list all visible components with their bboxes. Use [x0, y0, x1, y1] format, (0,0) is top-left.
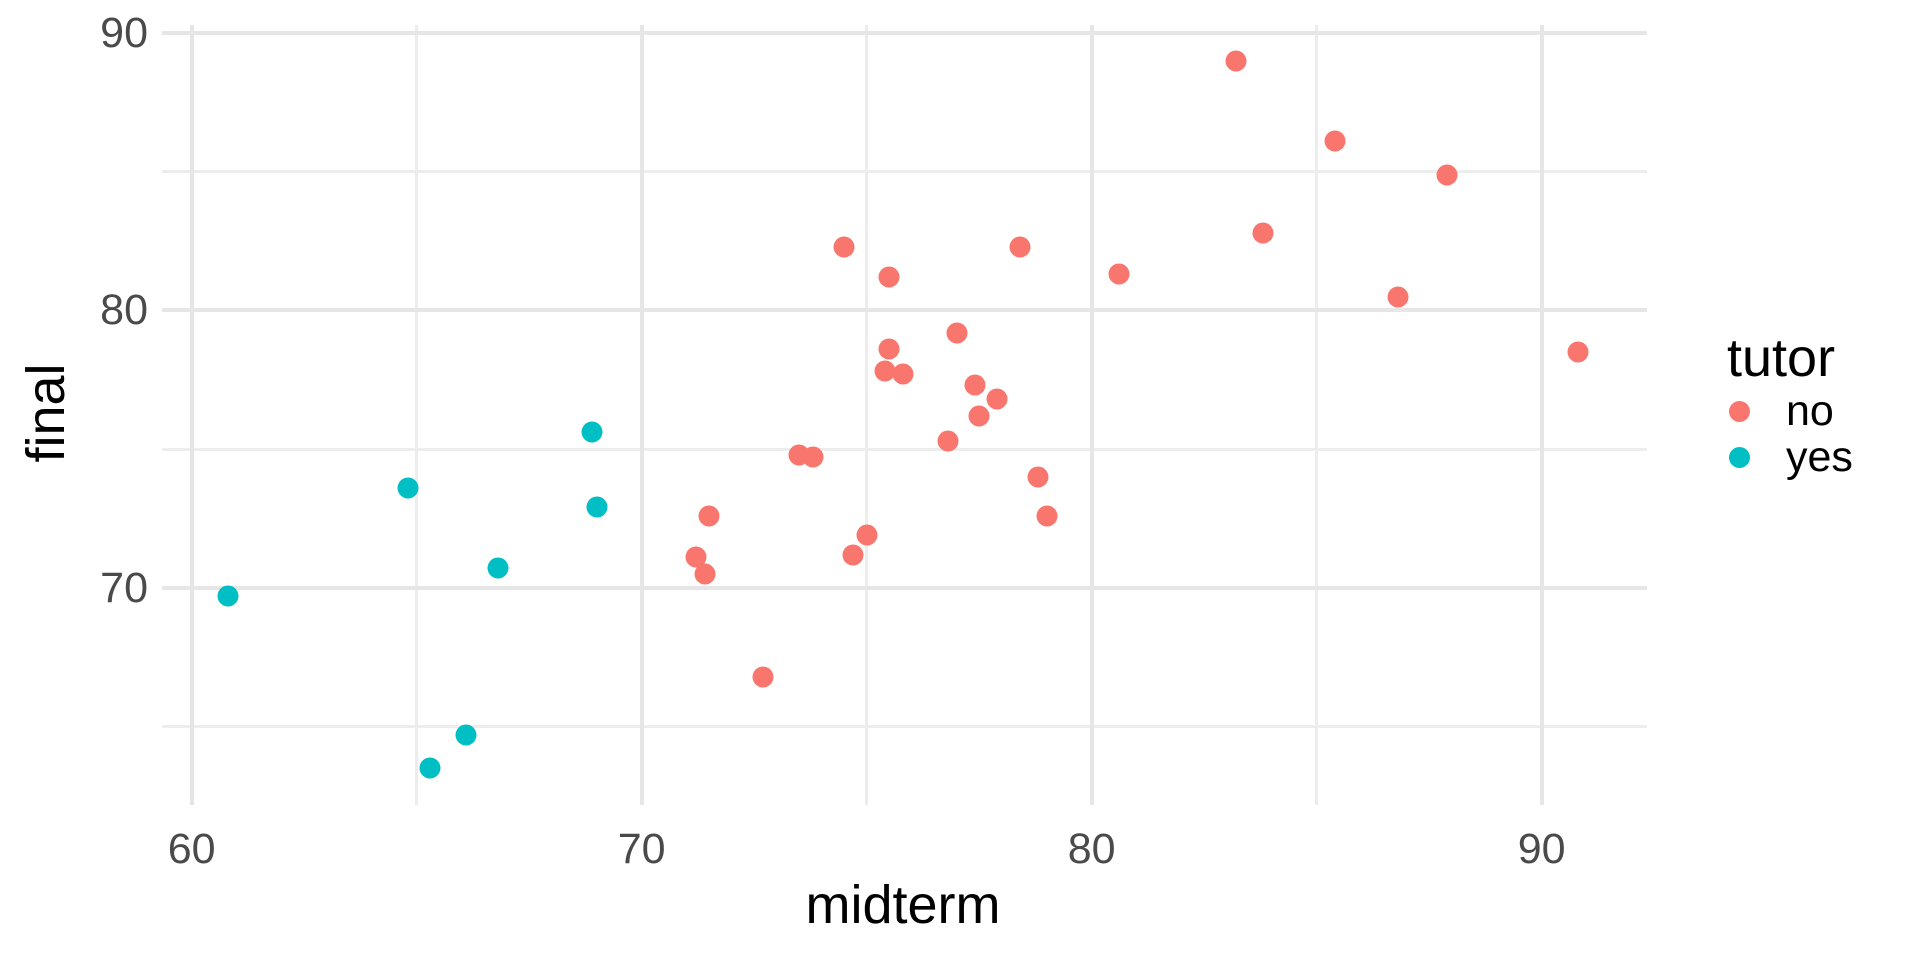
- data-point-yes: [455, 724, 477, 746]
- data-point-no: [968, 405, 990, 427]
- legend-swatch-no-icon: [1729, 400, 1750, 422]
- data-point-no: [986, 388, 1008, 410]
- y-tick-label: 90: [100, 9, 148, 58]
- data-point-no: [1225, 50, 1247, 72]
- data-point-yes: [217, 585, 239, 607]
- gridline: [415, 25, 419, 805]
- legend-label-yes: yes: [1786, 432, 1853, 481]
- data-point-no: [698, 505, 720, 527]
- data-point-no: [1387, 286, 1409, 308]
- gridline: [1315, 25, 1319, 805]
- x-tick-label: 60: [167, 825, 216, 873]
- gridline: [162, 308, 1647, 313]
- gridline: [1089, 25, 1094, 805]
- data-point-no: [892, 363, 914, 385]
- data-point-no: [842, 544, 864, 566]
- legend-title: tutor: [1727, 328, 1836, 388]
- y-tick-label: 80: [100, 286, 148, 335]
- data-point-yes: [586, 496, 608, 518]
- data-point-no: [878, 338, 900, 360]
- data-point-no: [1436, 164, 1458, 185]
- gridline: [162, 447, 1647, 451]
- data-point-yes: [581, 421, 603, 443]
- data-point-no: [1108, 263, 1130, 285]
- data-point-no: [1567, 341, 1589, 363]
- legend-item-no: no: [1729, 386, 1853, 435]
- data-point-no: [685, 546, 707, 568]
- data-point-no: [694, 563, 716, 585]
- data-point-no: [878, 266, 900, 288]
- gridline: [162, 725, 1647, 728]
- data-point-no: [1009, 236, 1031, 258]
- x-tick-label: 70: [617, 825, 666, 873]
- y-axis-title: final: [16, 363, 76, 463]
- gridline: [162, 31, 1647, 36]
- y-tick-label: 70: [100, 563, 148, 612]
- data-point-no: [937, 430, 959, 452]
- data-point-no: [1252, 222, 1274, 244]
- gridline: [162, 170, 1647, 174]
- data-point-no: [856, 524, 878, 546]
- legend-item-yes: yes: [1729, 432, 1853, 481]
- x-tick-label: 90: [1517, 825, 1566, 873]
- data-point-no: [874, 360, 896, 382]
- gridline: [162, 585, 1647, 590]
- gridline: [865, 25, 869, 805]
- plot-panel: [162, 25, 1647, 805]
- data-point-no: [1324, 130, 1346, 152]
- legend-swatch-yes-icon: [1729, 446, 1750, 468]
- data-point-no: [833, 236, 855, 258]
- x-axis-title: midterm: [805, 875, 1001, 935]
- data-point-no: [1036, 505, 1058, 527]
- gridline: [1539, 25, 1544, 805]
- legend: tutor no yes: [1727, 328, 1853, 481]
- data-point-yes: [487, 557, 509, 579]
- data-point-no: [752, 666, 774, 688]
- data-point-yes: [419, 757, 441, 779]
- data-point-no: [964, 374, 986, 396]
- data-point-yes: [397, 477, 419, 499]
- data-point-no: [1027, 466, 1049, 488]
- gridline: [639, 25, 644, 805]
- gridline: [189, 25, 194, 805]
- x-tick-label: 80: [1067, 825, 1116, 873]
- legend-label-no: no: [1786, 386, 1834, 435]
- data-point-no: [802, 446, 824, 468]
- data-point-no: [946, 322, 968, 344]
